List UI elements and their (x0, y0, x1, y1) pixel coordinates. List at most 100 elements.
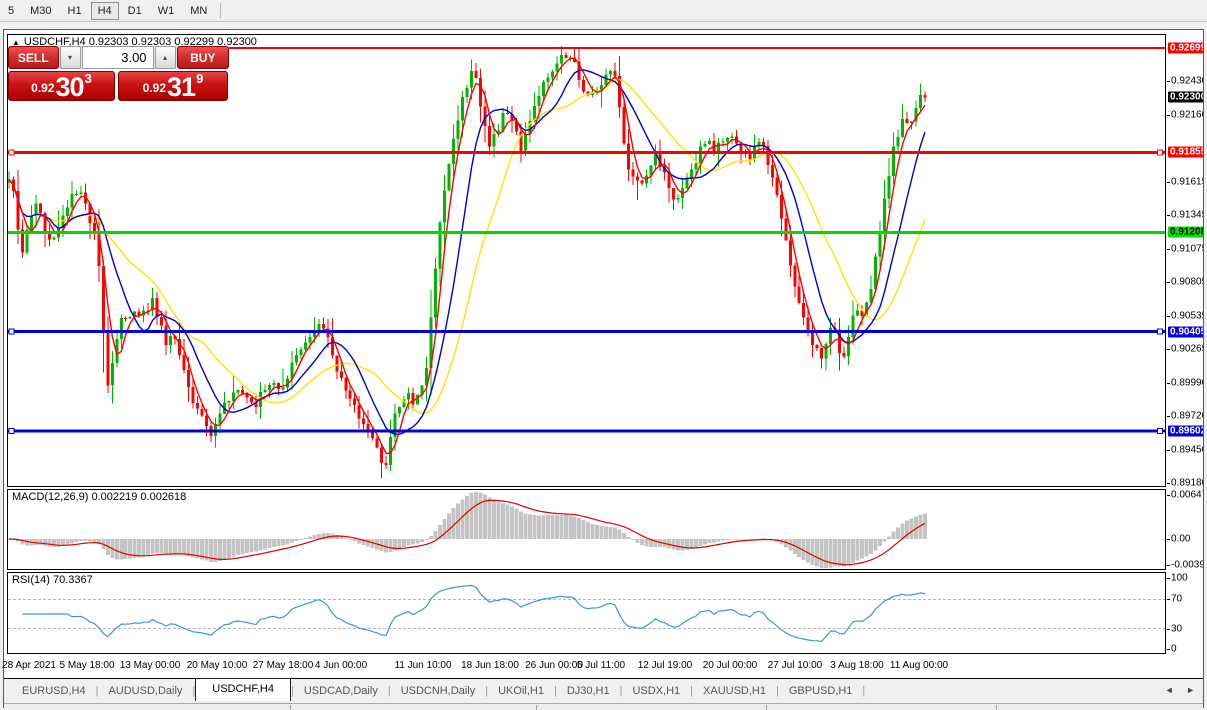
axis-tick (1167, 450, 1170, 451)
time-label: 20 May 10:00 (186, 660, 248, 671)
collapse-panel-icon[interactable]: ▲ (12, 38, 20, 47)
buy-button[interactable]: BUY (176, 46, 229, 69)
tab-usdchf-h4[interactable]: USDCHF,H4 (195, 678, 291, 701)
timeframe-h4[interactable]: H4 (90, 1, 119, 20)
volume-decrease-button[interactable]: ▾ (59, 46, 81, 69)
time-label: 12 Jul 19:00 (637, 660, 693, 671)
axis-tick (1167, 565, 1170, 566)
tab-scroll-left-icon[interactable]: ◄ (1164, 685, 1174, 695)
tab-dj30-h1[interactable]: DJ30,H1 (566, 685, 610, 697)
tab-separator: | (862, 685, 866, 697)
macd-scale-0.00647: 0.00647 (1171, 489, 1203, 501)
tab-eurusd-h4[interactable]: EURUSD,H4 (22, 685, 86, 697)
rsi-scale-100: 100 (1171, 572, 1188, 584)
price-label-0.92300: 0.92300 (1168, 91, 1203, 103)
time-label: 11 Aug 00:00 (889, 660, 949, 671)
axis-tick (1167, 249, 1170, 250)
tab-usdcad-daily[interactable]: USDCAD,Daily (303, 685, 378, 697)
rsi-scale-70: 70 (1171, 593, 1183, 605)
tab-usdcnh-daily[interactable]: USDCNH,Daily (400, 685, 476, 697)
time-label: 5 May 18:00 (59, 660, 115, 671)
macd-panel[interactable]: MACD(12,26,9) 0.002219 0.002618 (7, 489, 1166, 570)
time-label: 3 Aug 18:00 (830, 660, 884, 671)
time-label: 13 May 00:00 (119, 660, 181, 671)
rsi-scale-30: 30 (1171, 623, 1183, 635)
sell-button[interactable]: SELL (8, 46, 59, 69)
time-label: 5 Jul 11:00 (576, 660, 626, 671)
tab-gbpusd-h1[interactable]: GBPUSD,H1 (788, 685, 853, 697)
tab-scroll-arrows: ◄ ► (1155, 685, 1195, 695)
sell-price-display[interactable]: 0.92 30 3 (8, 71, 115, 101)
axis-tick (1167, 282, 1170, 283)
tab-usdx-h1[interactable]: USDX,H1 (632, 685, 681, 697)
rsi-scale-0: 0 (1171, 643, 1177, 655)
symbol-header: ▲ USDCHF,H4 0.92303 0.92303 0.92299 0.923… (12, 36, 257, 48)
buy-price-big: 31 (167, 72, 196, 102)
spin-up-icon: ▴ (163, 53, 168, 62)
axis-tick (1167, 629, 1170, 630)
buy-price-sup: 9 (196, 71, 204, 86)
tab-scroll-right-icon[interactable]: ► (1186, 685, 1195, 695)
toolbar-separator (220, 3, 222, 18)
axis-tick (1167, 539, 1170, 540)
price-label-0.91855: 0.91855 (1168, 146, 1203, 158)
status-strip (4, 703, 1203, 710)
timeframe-5[interactable]: 5 (8, 4, 15, 17)
price-label-0.91075: 0.91075 (1171, 243, 1203, 255)
axis-tick (1167, 81, 1170, 82)
rsi-panel[interactable]: RSI(14) 70.3367 (7, 572, 1166, 654)
axis-tick (1167, 215, 1170, 216)
symbol-ohlc-text: USDCHF,H4 0.92303 0.92303 0.92299 0.9230… (23, 36, 257, 48)
sell-price-prefix: 0.92 (31, 81, 55, 95)
time-label: 26 Jun 00:00 (525, 660, 583, 671)
time-label: 27 May 18:00 (252, 660, 314, 671)
time-label: 20 Jul 00:00 (702, 660, 758, 671)
time-axis[interactable]: 28 Apr 2021 5 May 18:00 13 May 00:00 20 May… (2, 656, 1166, 676)
macd-label: MACD(12,26,9) 0.002219 0.002618 (12, 491, 187, 503)
time-label: 28 Apr 2021 (2, 660, 56, 671)
timeframe-h1[interactable]: H1 (67, 4, 82, 17)
tab-audusd-daily[interactable]: AUDUSD,Daily (108, 685, 183, 697)
price-label-0.91345: 0.91345 (1171, 209, 1203, 221)
tab-separator: | (485, 685, 489, 697)
price-label-0.90405: 0.90405 (1168, 326, 1203, 338)
timeframe-mn[interactable]: MN (190, 4, 208, 17)
tab-xauusd-h1[interactable]: XAUUSD,H1 (703, 685, 766, 697)
tab-separator: | (95, 685, 99, 697)
axis-tick (1167, 495, 1170, 496)
time-label: 27 Jul 10:00 (767, 660, 823, 671)
price-chart-canvas[interactable] (7, 34, 1166, 487)
axis-tick (1167, 383, 1170, 384)
timeframe-w1[interactable]: W1 (157, 4, 175, 17)
axis-tick (1167, 578, 1170, 579)
price-label-0.91615: 0.91615 (1171, 176, 1203, 188)
tab-separator: | (291, 685, 294, 697)
tab-ukoil-h1[interactable]: UKOil,H1 (498, 685, 544, 697)
volume-increase-button[interactable]: ▴ (154, 46, 176, 69)
time-label: 11 Jun 10:00 (394, 660, 452, 671)
price-label-0.90535: 0.90535 (1171, 310, 1203, 322)
axis-tick (1167, 349, 1170, 350)
time-label: 18 Jun 18:00 (461, 660, 519, 671)
chart-window: ▲ USDCHF,H4 0.92303 0.92303 0.92299 0.923… (2, 29, 1204, 710)
chart-tab-bar: EURUSD,H4 | AUDUSD,Daily | USDCHF,H4 | USDCAD,… (4, 678, 1203, 703)
timeframe-m30[interactable]: M30 (30, 4, 52, 17)
timeframe-d1[interactable]: D1 (127, 4, 142, 17)
price-chart[interactable]: ▲ USDCHF,H4 0.92303 0.92303 0.92299 0.923… (7, 34, 1166, 487)
tab-separator: | (192, 685, 196, 697)
tab-separator: | (690, 685, 694, 697)
buy-price-display[interactable]: 0.92 31 9 (118, 71, 228, 101)
axis-tick (1167, 416, 1170, 417)
axis-tick (1167, 115, 1170, 116)
chart-tabs: EURUSD,H4 | AUDUSD,Daily | USDCHF,H4 | USDCAD,… (12, 678, 866, 701)
axis-tick (1167, 599, 1170, 600)
volume-input[interactable] (81, 46, 154, 69)
timeframe-toolbar: 5 M30 H1 H4 D1 W1 MN (0, 0, 1207, 22)
price-label-0.90265: 0.90265 (1171, 343, 1203, 355)
